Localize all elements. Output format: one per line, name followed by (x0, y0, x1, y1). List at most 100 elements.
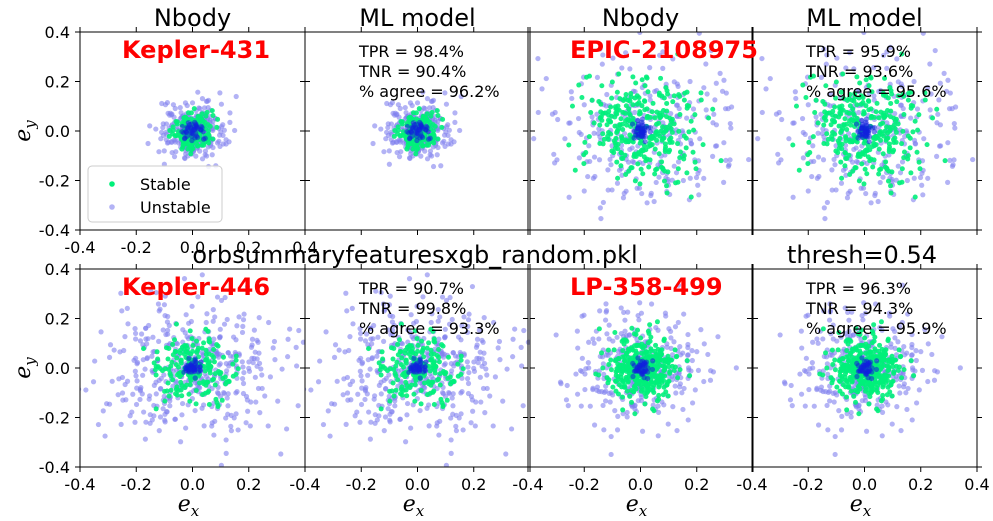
point-stable (226, 379, 232, 385)
point-stable (908, 170, 914, 176)
point-stable (901, 149, 907, 155)
point-unstable (606, 322, 612, 328)
point-unstable (441, 138, 447, 144)
point-stable (399, 392, 405, 398)
point-stable (214, 342, 220, 348)
point-stable (426, 142, 432, 148)
point-unstable (731, 168, 736, 173)
point-stable (847, 171, 853, 177)
point-stable (393, 363, 399, 369)
point-unstable (831, 156, 837, 163)
point-unstable (234, 375, 240, 381)
point-unstable (894, 404, 900, 410)
point-unstable (382, 414, 389, 420)
point-unstable (818, 74, 825, 81)
point-unstable (778, 157, 784, 163)
point-unstable (98, 329, 104, 335)
point-unstable (95, 421, 102, 428)
point-stable (857, 331, 863, 337)
point-unstable (831, 399, 837, 405)
point-unstable (879, 327, 885, 333)
point-unstable (507, 168, 512, 173)
point-unstable (605, 167, 611, 173)
panels-layer: -0.4-0.20.00.20.4-0.4 -0.2 0.0 0.2 0.4-0.4-0… (39, 23, 990, 494)
point-stable (638, 381, 644, 387)
point-unstable (408, 129, 415, 135)
point-unstable (122, 334, 128, 340)
point-unstable (214, 294, 221, 300)
point-unstable (823, 61, 829, 67)
point-stable (395, 377, 401, 383)
point-unstable (575, 115, 582, 122)
point-unstable (655, 409, 662, 415)
point-unstable (598, 215, 604, 222)
point-unstable (825, 427, 831, 433)
point-unstable (746, 156, 752, 163)
point-unstable (908, 115, 914, 121)
point-unstable (929, 351, 935, 358)
point-unstable (586, 339, 592, 345)
point-stable (647, 322, 653, 328)
point-unstable (153, 289, 159, 296)
point-unstable (372, 123, 378, 129)
point-unstable (936, 143, 943, 149)
point-stable (654, 377, 660, 383)
scatter-points (145, 89, 239, 170)
point-unstable (846, 317, 852, 323)
point-unstable (604, 91, 610, 98)
point-stable (233, 353, 239, 359)
point-unstable (636, 362, 642, 369)
point-unstable (265, 423, 271, 429)
point-stable (620, 394, 626, 400)
point-unstable (246, 365, 252, 371)
point-unstable (218, 101, 225, 107)
point-stable (173, 349, 179, 355)
point-unstable (790, 120, 796, 126)
point-unstable (644, 200, 650, 206)
point-stable (805, 152, 811, 158)
point-stable (837, 110, 843, 116)
point-stable (210, 377, 216, 383)
point-stable (608, 357, 614, 363)
point-stable (841, 96, 847, 102)
point-stable (639, 77, 645, 83)
point-unstable (212, 314, 218, 320)
point-unstable (465, 323, 471, 329)
point-unstable (156, 308, 162, 314)
point-unstable (448, 137, 454, 143)
point-stable (666, 149, 672, 155)
point-unstable (150, 349, 156, 355)
point-stable (899, 375, 905, 381)
point-unstable (871, 93, 877, 99)
point-stable (596, 326, 602, 332)
point-unstable (721, 77, 727, 83)
point-stable (608, 104, 614, 110)
point-stable (620, 407, 626, 413)
point-unstable (156, 149, 162, 155)
point-unstable (117, 349, 123, 355)
point-unstable (675, 282, 682, 288)
point-stable (681, 97, 687, 103)
point-unstable (594, 111, 600, 117)
point-unstable (586, 143, 592, 149)
point-unstable (874, 402, 880, 408)
point-unstable (712, 143, 719, 149)
point-unstable (655, 327, 661, 333)
point-unstable (909, 331, 915, 338)
point-stable (901, 155, 907, 161)
point-unstable (381, 428, 387, 434)
point-unstable (165, 327, 171, 333)
point-stable (613, 110, 619, 116)
point-stable (151, 360, 157, 366)
point-unstable (951, 120, 957, 127)
point-unstable (799, 345, 805, 351)
point-unstable (636, 317, 642, 323)
point-unstable (650, 358, 656, 364)
point-unstable (145, 336, 151, 342)
point-stable (431, 402, 437, 408)
point-unstable (287, 326, 293, 332)
point-stable (179, 393, 185, 399)
point-stable (210, 113, 216, 119)
point-unstable (668, 111, 674, 117)
point-unstable (359, 378, 365, 384)
